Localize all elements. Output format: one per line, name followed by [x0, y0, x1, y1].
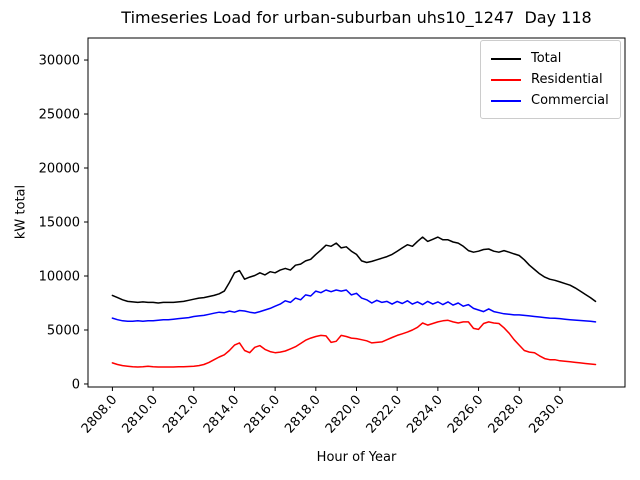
- x-tick-label: 2808.0: [79, 393, 121, 437]
- x-tick-label: 2816.0: [242, 393, 284, 437]
- y-tick-label: 10000: [39, 269, 80, 284]
- x-tick-label: 2814.0: [201, 393, 243, 437]
- x-axis-label: Hour of Year: [316, 450, 397, 465]
- legend-label-residential: Residential: [531, 72, 603, 87]
- legend-label-total: Total: [531, 51, 562, 66]
- legend-item-commercial: Commercial: [491, 90, 610, 111]
- y-axis-label: kW total: [13, 184, 29, 240]
- x-tick-label: 2812.0: [160, 393, 202, 437]
- x-tick-label: 2818.0: [282, 393, 324, 437]
- y-tick-label: 25000: [39, 108, 80, 123]
- legend-label-commercial: Commercial: [531, 93, 609, 108]
- series-residential-line: [111, 319, 597, 368]
- x-tick-label: 2826.0: [445, 393, 487, 437]
- chart-title: Timeseries Load for urban-suburban uhs10…: [121, 8, 592, 27]
- y-tick-label: 30000: [39, 54, 80, 69]
- series-commercial-line: [111, 289, 597, 323]
- x-tick-label: 2810.0: [119, 393, 161, 437]
- x-tick-label: 2820.0: [323, 393, 365, 437]
- x-tick-label: 2830.0: [526, 393, 568, 437]
- series-total-line: [111, 236, 597, 304]
- legend-item-residential: Residential: [491, 69, 610, 90]
- y-tick-label: 0: [72, 377, 80, 392]
- commercial-line-swatch: [491, 99, 521, 102]
- x-tick-label: 2822.0: [364, 393, 406, 437]
- y-tick-label: 5000: [47, 323, 80, 338]
- y-tick-label: 20000: [39, 162, 80, 177]
- total-line-swatch: [491, 57, 521, 60]
- residential-line-swatch: [491, 78, 521, 81]
- y-tick-label: 15000: [39, 216, 80, 231]
- legend: Total Residential Commercial: [480, 40, 621, 119]
- x-tick-label: 2824.0: [404, 393, 446, 437]
- legend-item-total: Total: [491, 48, 610, 69]
- x-tick-label: 2828.0: [486, 393, 528, 437]
